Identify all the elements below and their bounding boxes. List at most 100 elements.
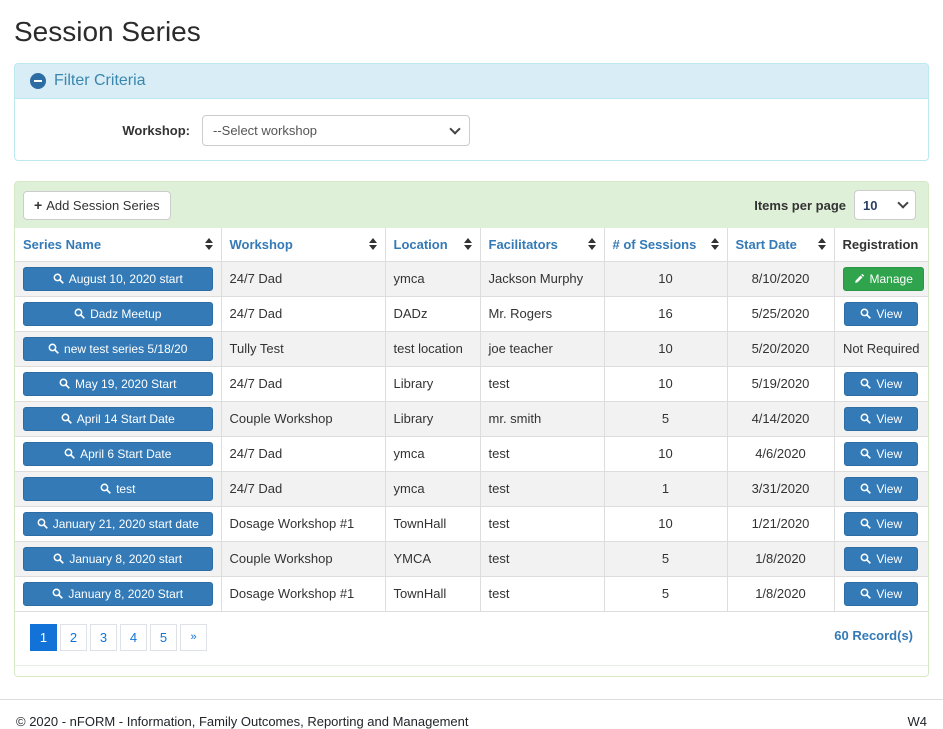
series-name-button[interactable]: August 10, 2020 start [23,266,213,291]
sort-icon [368,238,377,251]
page-button-3[interactable]: 3 [90,623,117,651]
view-registration-button[interactable]: View [844,441,919,466]
series-name-button[interactable]: April 14 Start Date [23,406,213,431]
location-cell: YMCA [384,540,481,577]
search-icon [48,343,59,354]
series-name-cell: April 6 Start Date [15,435,222,472]
workshop-cell: 24/7 Dad [220,260,386,297]
series-name-button[interactable]: January 8, 2020 Start [23,581,213,606]
column-header-label: Facilitators [488,236,558,252]
sessions-count-cell: 16 [603,295,728,332]
series-name-cell: January 8, 2020 start [15,540,222,577]
table-row: April 14 Start Date Couple Workshop Libr… [15,400,928,437]
column-header[interactable]: Facilitators [479,228,605,262]
workshop-cell: Tully Test [220,330,386,367]
workshop-cell: 24/7 Dad [220,435,386,472]
series-name-label: April 6 Start Date [80,446,172,461]
search-icon [860,448,872,459]
facilitators-cell: test [479,365,605,402]
start-date-cell: 5/19/2020 [726,365,835,402]
view-button-label: View [876,376,903,391]
filter-panel-header[interactable]: Filter Criteria [15,64,928,99]
location-cell: Library [384,400,481,437]
view-button-label: View [876,411,903,426]
workshop-select[interactable]: --Select workshop [202,115,470,146]
column-header[interactable]: # of Sessions [603,228,728,262]
items-per-page-select[interactable]: 10 [854,190,916,220]
table-row: Dadz Meetup 24/7 Dad DADz Mr. Rogers 16 … [15,295,928,332]
workshop-cell: 24/7 Dad [220,295,386,332]
search-icon [74,308,85,319]
column-header-label: Location [393,236,448,252]
series-name-label: test [116,481,136,496]
facilitators-cell: test [479,435,605,472]
workshop-cell: Dosage Workshop #1 [220,575,386,612]
view-registration-button[interactable]: View [844,406,919,431]
view-registration-button[interactable]: View [844,371,919,396]
manage-registration-button[interactable]: Manage [842,266,924,291]
page-button-4[interactable]: 4 [120,623,147,651]
series-name-button[interactable]: test [23,476,213,501]
series-name-button[interactable]: new test series 5/18/20 [23,336,213,361]
filter-panel: Filter Criteria Workshop: --Select works… [14,63,929,161]
registration-cell: Not Required [833,330,928,367]
table-row: test 24/7 Dad ymca test 1 3/31/2020 View [15,470,928,507]
series-name-button[interactable]: January 8, 2020 start [23,546,213,571]
workshop-label: Workshop: [122,123,190,138]
start-date-cell: 5/25/2020 [726,295,835,332]
registration-cell: Manage [833,260,928,297]
column-header-label: Series Name [23,236,102,252]
registration-cell: View [833,575,928,612]
series-name-button[interactable]: January 21, 2020 start date [23,511,213,536]
series-name-button[interactable]: Dadz Meetup [23,301,213,326]
workshop-cell: 24/7 Dad [220,470,386,507]
search-icon [59,378,70,389]
column-header[interactable]: Workshop [220,228,386,262]
table-row: January 21, 2020 start date Dosage Works… [15,505,928,542]
view-registration-button[interactable]: View [844,546,919,571]
sessions-count-cell: 10 [603,435,728,472]
collapse-minus-icon[interactable] [30,73,46,89]
column-header-label: Start Date [735,236,797,252]
column-header[interactable]: Start Date [726,228,835,262]
view-registration-button[interactable]: View [844,511,919,536]
view-registration-button[interactable]: View [844,476,919,501]
series-name-button[interactable]: April 6 Start Date [23,441,213,466]
view-registration-button[interactable]: View [844,581,919,606]
page-button-2[interactable]: 2 [60,623,87,651]
sessions-count-cell: 10 [603,505,728,542]
facilitators-cell: Jackson Murphy [479,260,605,297]
start-date-cell: 1/8/2020 [726,575,835,612]
add-session-series-button[interactable]: + Add Session Series [23,190,171,220]
column-header[interactable]: Location [384,228,481,262]
series-name-label: May 19, 2020 Start [75,376,177,391]
column-header-label: Workshop [229,236,293,252]
series-name-label: January 21, 2020 start date [52,516,199,531]
location-cell: test location [384,330,481,367]
location-cell: DADz [384,295,481,332]
table-row: August 10, 2020 start 24/7 Dad ymca Jack… [15,260,928,297]
registration-cell: View [833,295,928,332]
location-cell: Library [384,365,481,402]
sessions-count-cell: 5 [603,540,728,577]
series-name-button[interactable]: May 19, 2020 Start [23,371,213,396]
view-registration-button[interactable]: View [844,301,919,326]
record-count: 60 Record(s) [834,627,913,643]
search-icon [860,483,872,494]
items-per-page-label: Items per page [754,197,846,213]
table-header: Series Name Workshop Location Facilitato… [15,228,928,262]
view-button-label: View [876,516,903,531]
session-series-table: Series Name Workshop Location Facilitato… [15,228,928,612]
page-button-5[interactable]: 5 [150,623,177,651]
table-row: April 6 Start Date 24/7 Dad ymca test 10… [15,435,928,472]
registration-cell: View [833,540,928,577]
search-icon [53,273,64,284]
sessions-count-cell: 10 [603,260,728,297]
page-button-1[interactable]: 1 [30,623,57,651]
next-page-button[interactable]: » [180,623,207,651]
facilitators-cell: joe teacher [479,330,605,367]
series-name-cell: May 19, 2020 Start [15,365,222,402]
workshop-cell: Couple Workshop [220,540,386,577]
column-header[interactable]: Registration [833,228,928,262]
column-header[interactable]: Series Name [15,228,222,262]
